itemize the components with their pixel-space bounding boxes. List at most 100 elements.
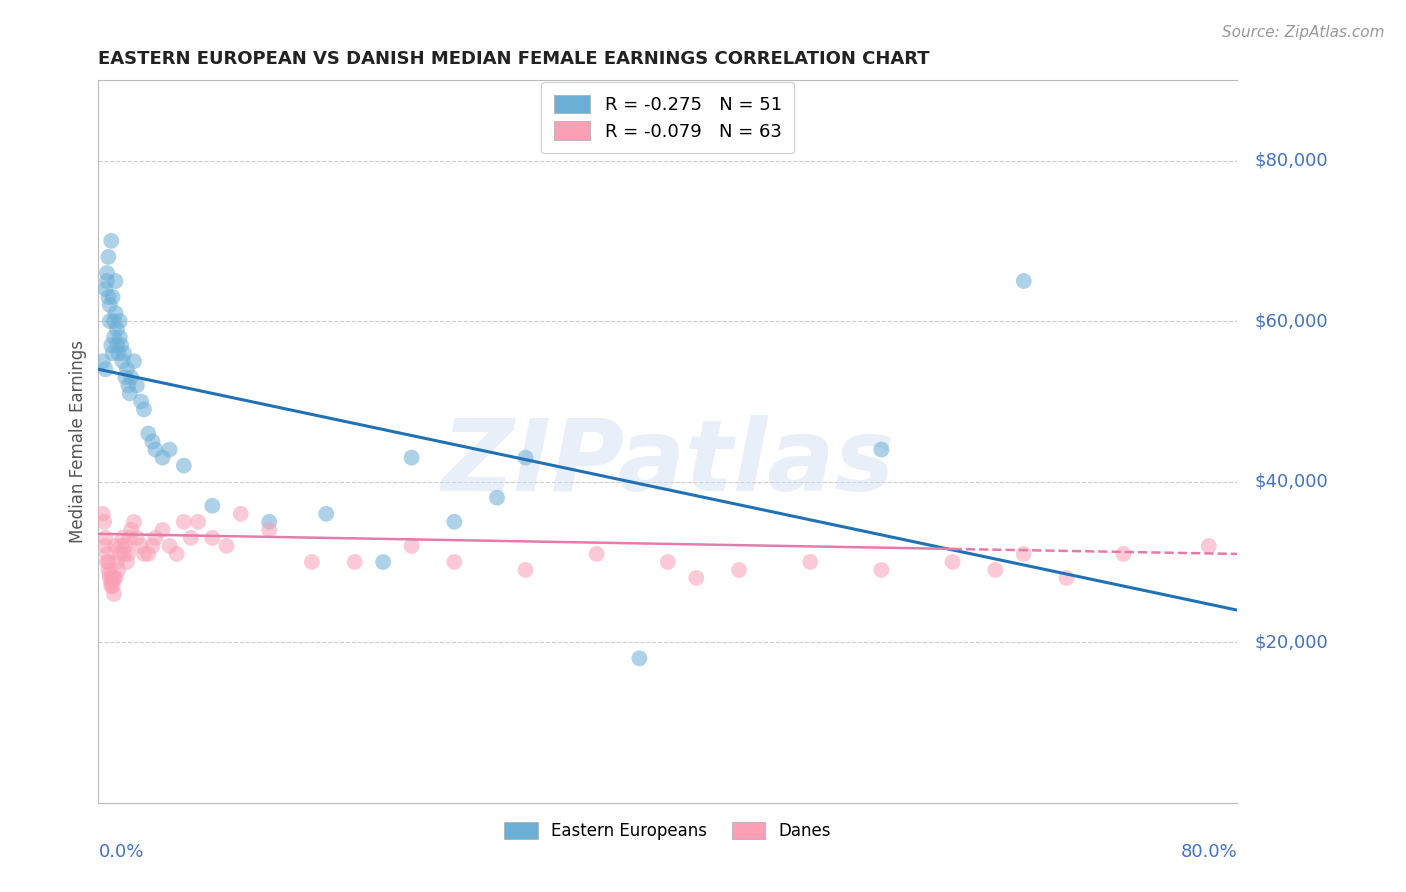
Point [104, 571, 127, 585]
Point [111, 354, 134, 368]
Text: $60,000: $60,000 [1254, 312, 1329, 330]
Point [145, 531, 167, 545]
Text: EASTERN EUROPEAN VS DANISH MEDIAN FEMALE EARNINGS CORRELATION CHART: EASTERN EUROPEAN VS DANISH MEDIAN FEMALE… [98, 50, 929, 68]
Point [443, 555, 465, 569]
Point [1012, 274, 1035, 288]
Text: Source: ZipAtlas.com: Source: ZipAtlas.com [1222, 25, 1385, 40]
Point [229, 507, 252, 521]
Point [122, 515, 145, 529]
Point [103, 571, 125, 585]
Point [100, 338, 122, 352]
Point [152, 523, 174, 537]
Point [103, 330, 125, 344]
Point [96, 274, 118, 288]
Text: ZIPatlas: ZIPatlas [441, 415, 894, 512]
Point [97, 563, 120, 577]
Point [104, 274, 127, 288]
Point [98, 314, 121, 328]
Point [98, 298, 121, 312]
Point [101, 346, 124, 360]
Point [98, 567, 121, 582]
Point [159, 539, 181, 553]
Point [125, 378, 148, 392]
Point [112, 547, 135, 561]
Point [100, 574, 122, 589]
Point [132, 402, 155, 417]
Point [166, 547, 188, 561]
Point [141, 434, 163, 449]
Point [114, 370, 136, 384]
Point [486, 491, 509, 505]
Point [259, 515, 281, 529]
Point [685, 571, 707, 585]
Point [259, 523, 281, 537]
Text: 80.0%: 80.0% [1181, 843, 1237, 861]
Point [108, 547, 131, 561]
Point [110, 338, 132, 352]
Point [98, 571, 121, 585]
Point [1198, 539, 1220, 553]
Point [94, 362, 117, 376]
Point [120, 370, 142, 384]
Point [111, 531, 134, 545]
Point [129, 394, 152, 409]
Y-axis label: Median Female Earnings: Median Female Earnings [69, 340, 87, 543]
Point [110, 539, 132, 553]
Point [187, 515, 209, 529]
Point [101, 571, 124, 585]
Point [96, 266, 118, 280]
Text: $40,000: $40,000 [1254, 473, 1329, 491]
Point [315, 507, 337, 521]
Point [173, 515, 195, 529]
Point [115, 362, 138, 376]
Point [515, 563, 537, 577]
Point [108, 314, 131, 328]
Point [443, 515, 465, 529]
Point [215, 539, 238, 553]
Point [96, 547, 118, 561]
Text: $20,000: $20,000 [1254, 633, 1329, 651]
Point [108, 330, 131, 344]
Point [136, 426, 159, 441]
Point [96, 555, 118, 569]
Point [132, 547, 155, 561]
Point [585, 547, 607, 561]
Point [118, 531, 141, 545]
Point [657, 555, 679, 569]
Point [93, 515, 115, 529]
Point [1056, 571, 1078, 585]
Point [117, 378, 139, 392]
Point [101, 579, 124, 593]
Point [94, 282, 117, 296]
Point [104, 539, 127, 553]
Point [301, 555, 323, 569]
Point [1112, 547, 1135, 561]
Point [112, 346, 135, 360]
Point [103, 314, 125, 328]
Point [114, 539, 136, 553]
Point [125, 531, 148, 545]
Point [100, 579, 122, 593]
Point [141, 539, 163, 553]
Point [870, 442, 893, 457]
Point [104, 306, 127, 320]
Point [159, 442, 181, 457]
Text: $80,000: $80,000 [1254, 152, 1329, 169]
Point [117, 547, 139, 561]
Point [942, 555, 965, 569]
Point [91, 354, 114, 368]
Point [1012, 547, 1035, 561]
Point [103, 587, 125, 601]
Point [401, 539, 423, 553]
Point [97, 250, 120, 264]
Point [201, 499, 224, 513]
Point [173, 458, 195, 473]
Point [136, 547, 159, 561]
Point [120, 523, 142, 537]
Point [107, 563, 129, 577]
Point [105, 322, 128, 336]
Point [107, 346, 129, 360]
Point [105, 555, 128, 569]
Point [105, 338, 128, 352]
Point [201, 531, 224, 545]
